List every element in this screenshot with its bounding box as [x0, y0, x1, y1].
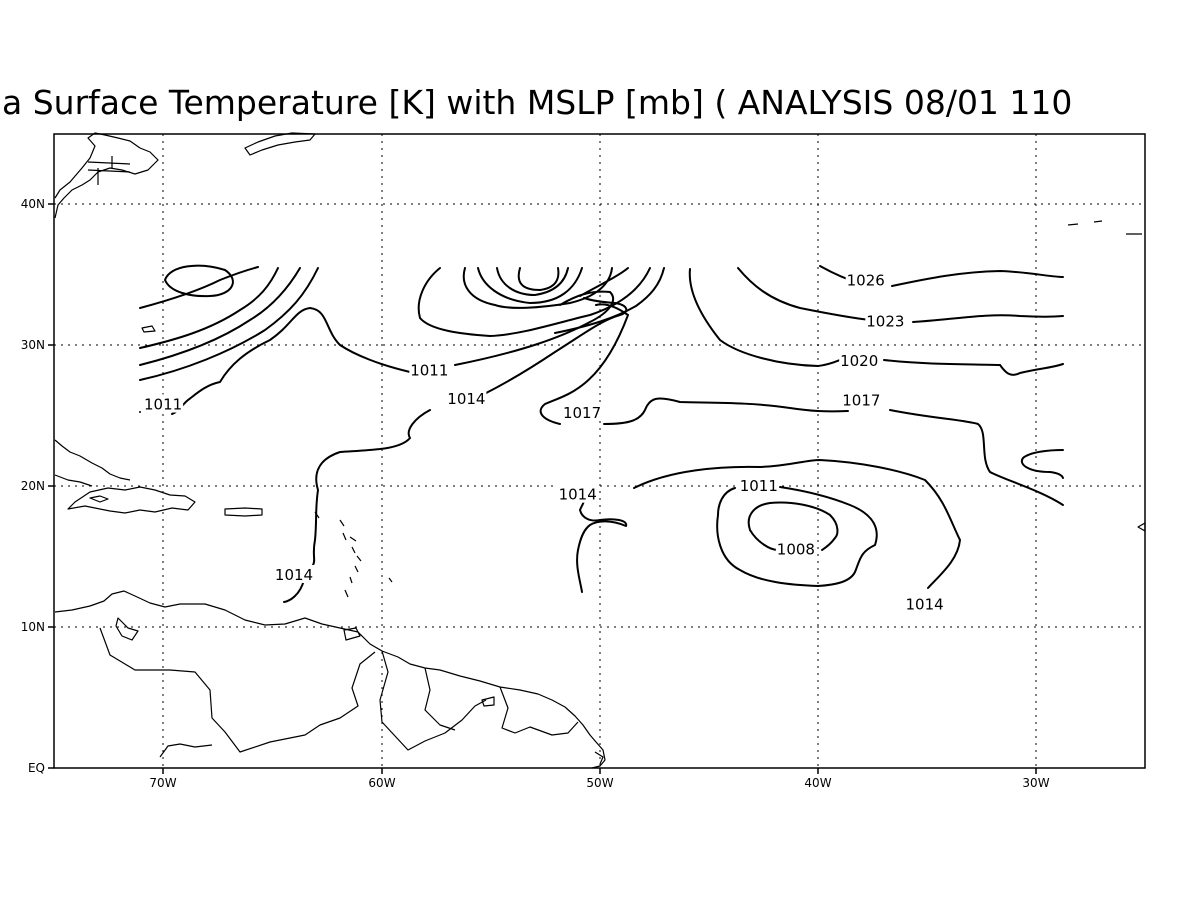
contour-1014 [283, 297, 628, 603]
y-tick-label: 40N [21, 197, 45, 211]
y-tick-label: 30N [21, 338, 45, 352]
us-state-lines [87, 156, 131, 185]
south-america-coast [54, 590, 606, 769]
contour-1014-mid-trough [576, 499, 628, 593]
contour-labels: 1026 1023 1020 1017 1017 1014 1011 1011 1014 1011… [143, 270, 945, 614]
contour-1017-east [603, 397, 1064, 506]
contour-1011-north [454, 267, 629, 366]
contour-label: 1014 [447, 390, 485, 408]
contour-label: 1011 [740, 477, 778, 495]
y-tick-label: 20N [21, 479, 45, 493]
x-tick-label: 50W [586, 776, 613, 790]
y-tick-label: EQ [28, 761, 45, 775]
lat-lon-grid [54, 134, 1145, 768]
plot-area: 1026 1023 1020 1017 1017 1014 1011 1011 1014 1011… [53, 132, 1146, 769]
contour-1023 [737, 267, 1064, 323]
contour-label: 1008 [777, 541, 815, 559]
x-tick-label: 70W [149, 776, 176, 790]
contour-label-background [845, 270, 886, 289]
contour-1011 [139, 307, 411, 415]
mslp-contours [139, 264, 1064, 603]
y-tick-label: 10N [21, 620, 45, 634]
x-tick-label: 60W [368, 776, 395, 790]
contour-label-background [841, 390, 882, 409]
contour-label: 1011 [410, 362, 448, 380]
x-tick-label: 30W [1022, 776, 1049, 790]
contour-label-background [865, 311, 906, 330]
x-tick-label: 40W [804, 776, 831, 790]
contour-label: 1026 [847, 272, 885, 290]
contour-label-background [839, 350, 880, 369]
brazil-bulge-coast [594, 751, 604, 765]
cuba-coast [54, 439, 131, 487]
lake-maracaibo-coast [115, 617, 139, 641]
contour-label-background [904, 594, 945, 613]
contour-label: 1017 [563, 404, 601, 422]
lesser-antilles-coast [314, 511, 393, 598]
contour-label-background [557, 484, 598, 503]
contour-label-background [143, 394, 184, 413]
contour-1020 [688, 268, 1064, 376]
inland-lake-coast [481, 696, 495, 707]
contour-label-background [446, 388, 487, 407]
contour-1017-ring [1020, 449, 1064, 479]
contour-label: 1014 [906, 596, 944, 614]
x-axis: 70W 60W 50W 40W 30W [149, 768, 1050, 790]
contour-label: 1023 [866, 312, 904, 330]
north-america-coast [54, 132, 159, 219]
y-axis: 40N 30N 20N 10N EQ [21, 197, 54, 775]
contour-label: 1017 [842, 391, 880, 409]
contour-label-background [738, 476, 779, 495]
map-title: a Surface Temperature [K] with MSLP [mb]… [2, 83, 1072, 122]
nova-scotia-coast [244, 132, 316, 156]
africa-edge-coast [1137, 522, 1146, 532]
country-borders [99, 627, 579, 753]
jamaica-coast [89, 495, 109, 503]
hispaniola-coast [67, 486, 196, 514]
contour-label-background [409, 360, 450, 379]
contour-label: 1014 [559, 486, 597, 504]
contour-label: 1014 [275, 566, 313, 584]
amazon-mouth-coast [159, 743, 213, 758]
contour-low-1011 [633, 459, 961, 589]
contour-label: 1020 [840, 352, 878, 370]
azores-coast [1067, 220, 1142, 235]
contour-label-background [274, 564, 315, 583]
contour-label: 1011 [144, 396, 182, 414]
contour-western-bands [139, 266, 319, 381]
contour-label-background [775, 539, 816, 558]
puerto-rico-coast [224, 507, 263, 517]
contour-low-1008 [747, 501, 839, 551]
contour-label-background [562, 402, 603, 421]
trinidad-coast [343, 627, 361, 641]
contour-west-high-ring [164, 264, 234, 298]
bermuda-coast [141, 325, 156, 333]
